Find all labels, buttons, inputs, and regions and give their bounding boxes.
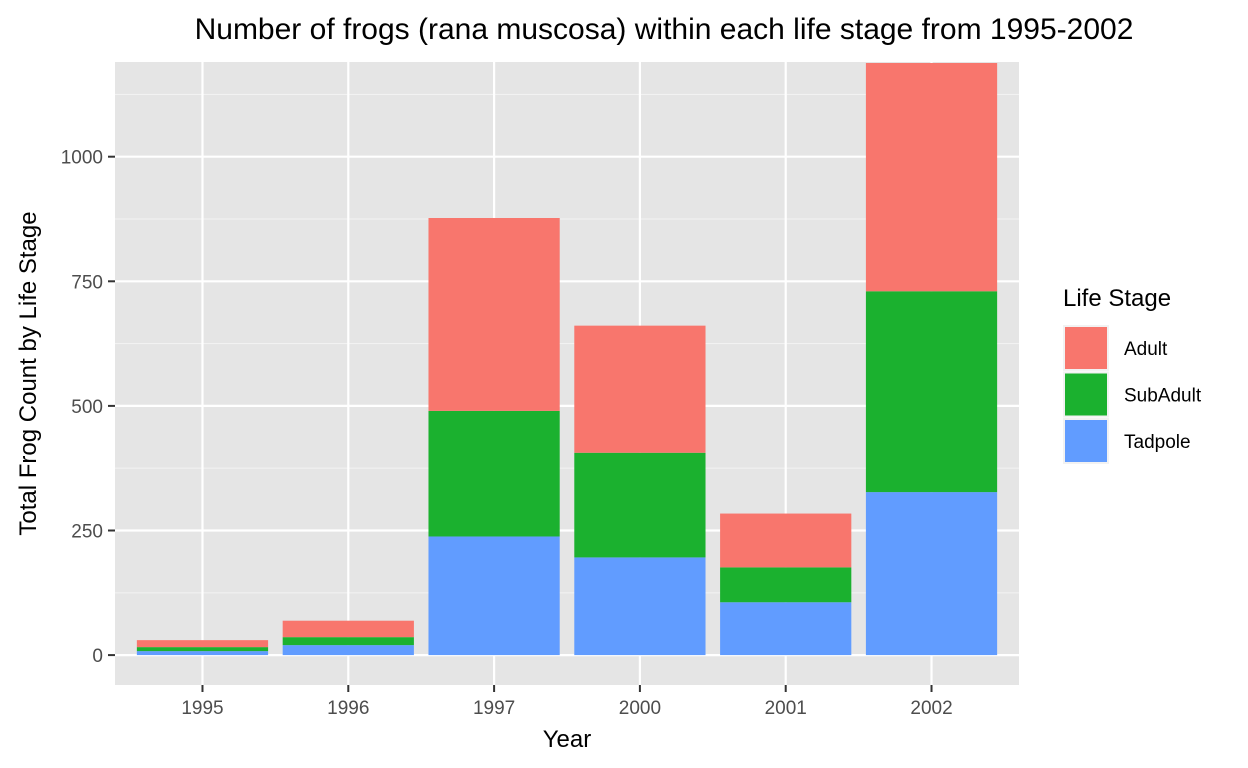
bar-adult-1996 xyxy=(282,620,414,638)
bar-subadult-2000 xyxy=(574,452,706,558)
bar-tadpole-2002 xyxy=(865,492,998,656)
bars xyxy=(136,62,998,656)
bar-subadult-1995 xyxy=(136,647,269,652)
y-axis-ticks: 0 250 500 750 1000 xyxy=(61,148,115,667)
bar-adult-2001 xyxy=(720,513,852,568)
bar-subadult-2002 xyxy=(865,291,998,493)
bar-subadult-1997 xyxy=(428,410,560,537)
y-tick-label: 250 xyxy=(71,521,103,542)
bar-adult-1997 xyxy=(428,217,560,411)
legend-swatch-subadult xyxy=(1065,373,1107,416)
bar-tadpole-1996 xyxy=(282,645,414,656)
legend: Life Stage Adult SubAdult Tadpole xyxy=(1063,285,1202,464)
legend-swatch-adult xyxy=(1065,327,1107,369)
bar-tadpole-1997 xyxy=(428,536,560,656)
x-tick-label: 1996 xyxy=(327,698,369,719)
y-tick-label: 500 xyxy=(71,397,103,418)
legend-swatch-tadpole xyxy=(1065,420,1107,462)
legend-label-tadpole: Tadpole xyxy=(1124,432,1191,453)
bar-adult-2000 xyxy=(574,325,706,453)
x-tick-label: 2001 xyxy=(765,698,807,719)
bar-tadpole-2001 xyxy=(720,602,852,656)
x-tick-label: 2002 xyxy=(910,698,952,719)
bar-subadult-1996 xyxy=(282,637,414,646)
x-axis-ticks: 1995 1996 1997 2000 2001 2002 xyxy=(181,685,953,719)
legend-items: Adult SubAdult Tadpole xyxy=(1063,325,1202,464)
bar-tadpole-2000 xyxy=(574,557,706,656)
bar-adult-1995 xyxy=(136,640,269,648)
chart-title: Number of frogs (rana muscosa) within ea… xyxy=(195,13,1134,46)
x-tick-label: 2000 xyxy=(619,698,661,719)
legend-label-subadult: SubAdult xyxy=(1124,386,1202,407)
x-tick-label: 1995 xyxy=(181,698,223,719)
x-tick-label: 1997 xyxy=(473,698,515,719)
legend-label-adult: Adult xyxy=(1124,339,1168,360)
x-axis-title: Year xyxy=(543,726,592,753)
legend-title: Life Stage xyxy=(1063,285,1171,312)
y-tick-label: 1000 xyxy=(61,148,103,169)
y-tick-label: 0 xyxy=(92,646,103,667)
y-axis-title: Total Frog Count by Life Stage xyxy=(15,211,42,535)
y-tick-label: 750 xyxy=(71,272,103,293)
bar-adult-2002 xyxy=(865,62,998,292)
bar-tadpole-1995 xyxy=(136,651,269,656)
bar-subadult-2001 xyxy=(720,567,852,603)
